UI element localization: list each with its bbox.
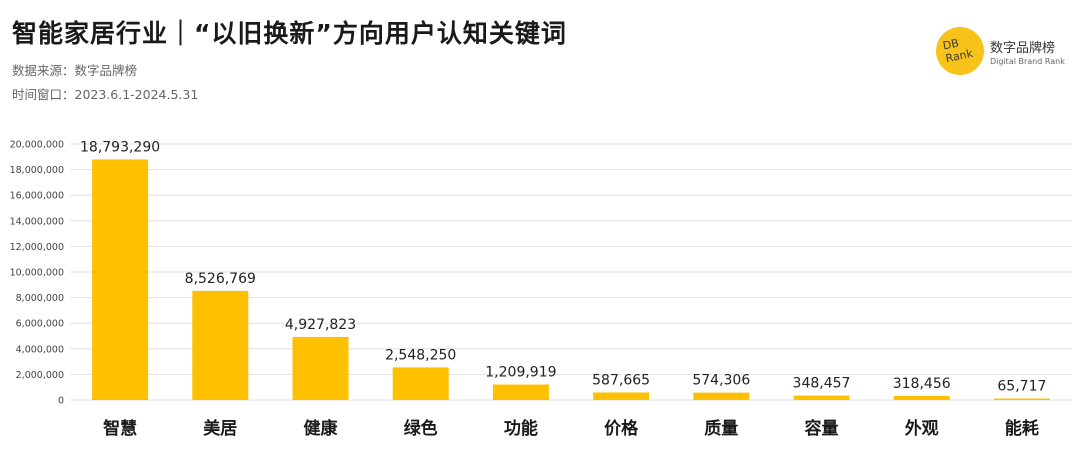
- x-tick-label: 智慧: [103, 418, 137, 439]
- x-tick-label: 绿色: [404, 418, 438, 439]
- y-tick-label: 10,000,000: [10, 268, 64, 279]
- y-tick-label: 14,000,000: [10, 216, 64, 227]
- bar-chart: 0 2,000,000 4,000,000 6,000,000 8,000,000 10,…: [10, 139, 1072, 439]
- bars: [92, 159, 1050, 400]
- brand-logo: DB Rank 数字品牌榜 Digital Brand Rank: [936, 27, 1072, 79]
- x-axis: 智慧 美居 健康 绿色 功能 价格 质量 容量 外观 能耗: [103, 418, 1039, 439]
- logo-name: 数字品牌榜: [990, 41, 1056, 56]
- bar-value-label: 587,665: [592, 372, 650, 388]
- bar-value-label: 4,927,823: [285, 317, 356, 333]
- bar-1: [92, 159, 149, 400]
- x-tick-label: 质量: [704, 418, 738, 439]
- y-tick-label: 8,000,000: [16, 293, 64, 304]
- y-tick-label: 16,000,000: [10, 191, 64, 202]
- bar-value-label: 18,793,290: [80, 139, 160, 155]
- y-tick-label: 20,000,000: [10, 140, 64, 151]
- bar-value-label: 574,306: [692, 373, 750, 389]
- bar-value-label: 8,526,769: [185, 271, 256, 287]
- x-tick-label: 美居: [203, 418, 237, 439]
- x-tick-label: 价格: [604, 418, 639, 439]
- value-labels: 18,793,290 8,526,769 4,927,823 2,548,250 1,2…: [80, 139, 1046, 394]
- time-window: 时间窗口：2023.6.1-2024.5.31: [12, 87, 199, 102]
- x-tick-label: 能耗: [1005, 418, 1039, 439]
- data-source: 数据来源：数字品牌榜: [12, 63, 138, 78]
- bar-value-label: 348,457: [793, 376, 851, 392]
- y-axis: 0 2,000,000 4,000,000 6,000,000 8,000,000 10,…: [10, 140, 64, 407]
- x-tick-label: 功能: [504, 418, 538, 439]
- bar-6: [593, 392, 650, 400]
- logo-monogram: DB Rank: [941, 36, 974, 66]
- bar-4: [392, 367, 449, 400]
- bar-5: [492, 384, 549, 400]
- x-tick-label: 容量: [805, 418, 839, 439]
- bar-8: [793, 395, 850, 400]
- bar-10: [993, 398, 1050, 400]
- y-tick-label: 6,000,000: [16, 319, 64, 330]
- y-tick-label: 12,000,000: [10, 242, 64, 253]
- bar-9: [893, 395, 950, 400]
- y-tick-label: 18,000,000: [10, 165, 64, 176]
- y-tick-label: 0: [58, 396, 64, 407]
- y-tick-label: 4,000,000: [16, 344, 64, 355]
- bar-2: [192, 290, 249, 400]
- bar-value-label: 65,717: [997, 379, 1046, 395]
- page-title: 智能家居行业｜“以旧换新”方向用户认知关键词: [12, 19, 567, 48]
- logo-subtitle: Digital Brand Rank: [990, 57, 1065, 66]
- x-tick-label: 外观: [905, 418, 939, 439]
- bar-value-label: 1,209,919: [485, 365, 556, 381]
- bar-7: [693, 392, 750, 400]
- bar-3: [292, 336, 349, 400]
- bar-value-label: 2,548,250: [385, 347, 456, 363]
- x-tick-label: 健康: [304, 418, 339, 439]
- logo-badge: DB Rank: [936, 27, 984, 75]
- y-tick-label: 2,000,000: [16, 370, 64, 381]
- bar-value-label: 318,456: [893, 376, 951, 392]
